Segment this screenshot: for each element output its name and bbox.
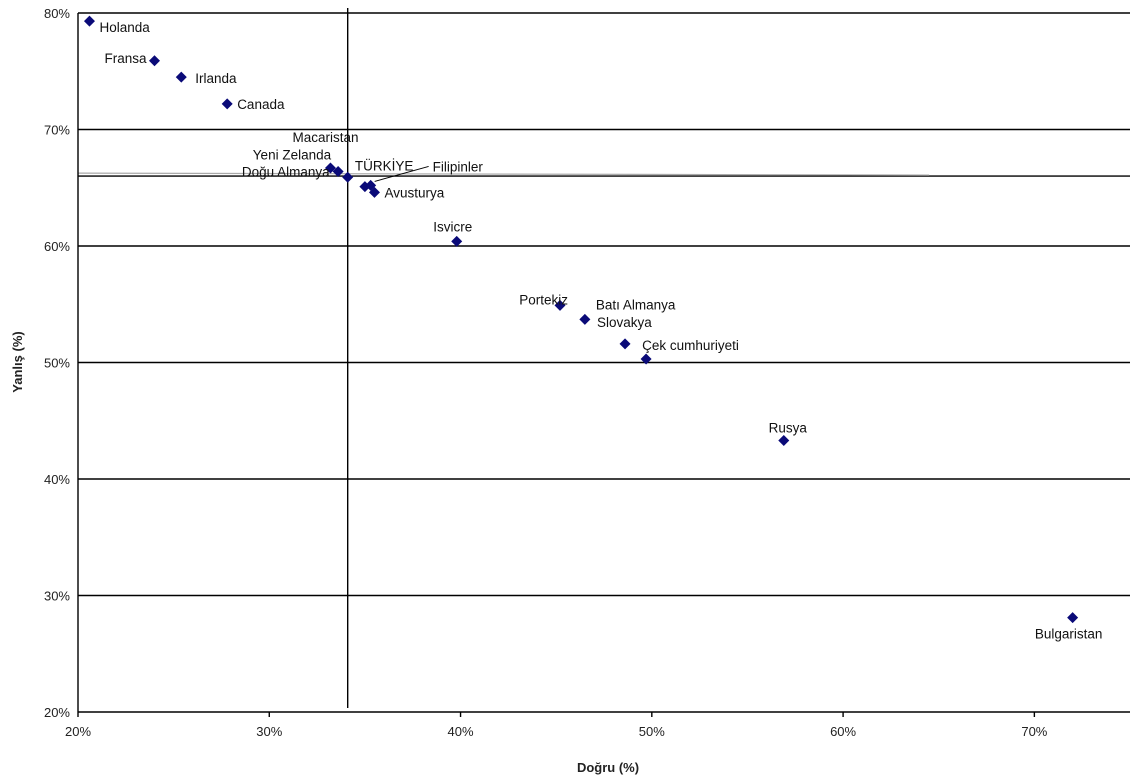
data-point <box>149 55 161 67</box>
reference-line-shadow <box>77 172 930 176</box>
data-label: Isvicre <box>433 219 472 234</box>
data-point <box>579 313 591 325</box>
data-label: Slovakya <box>597 315 652 330</box>
data-point <box>368 186 380 198</box>
y-tick-label: 20% <box>44 705 70 720</box>
data-point <box>640 353 652 365</box>
data-point <box>175 71 187 83</box>
data-point <box>451 235 463 247</box>
x-tick-label: 20% <box>65 724 91 739</box>
data-label: Çek cumhuriyeti <box>642 338 739 353</box>
data-point <box>778 435 790 447</box>
leader-line <box>374 165 429 182</box>
x-tick-label: 70% <box>1021 724 1047 739</box>
data-point <box>1067 612 1079 624</box>
data-point <box>342 171 354 183</box>
y-tick-label: 50% <box>44 356 70 371</box>
y-axis-title: Yanlış (%) <box>10 331 25 392</box>
data-point <box>324 162 336 174</box>
data-point <box>83 15 95 27</box>
data-label: Filipinler <box>433 159 484 174</box>
data-label: Yeni Zelanda <box>253 147 332 162</box>
data-label: Holanda <box>99 20 150 35</box>
x-tick-label: 60% <box>830 724 856 739</box>
points-layer <box>83 15 1079 624</box>
y-tick-label: 30% <box>44 589 70 604</box>
data-label: Fransa <box>104 51 147 66</box>
y-tick-label: 70% <box>44 123 70 138</box>
grid-layer <box>77 8 1130 708</box>
data-point <box>221 98 233 110</box>
data-label: Doğu Almanya <box>242 164 330 179</box>
data-label: Canada <box>237 97 285 112</box>
data-label: Batı Almanya <box>596 297 676 312</box>
axis-layer: 20% 30% 40% 50% 60% 70% 80% 20% 30% 40% 50% 60% 70% <box>44 6 1130 739</box>
data-label: Bulgaristan <box>1035 627 1103 642</box>
data-label: Rusya <box>769 421 808 436</box>
x-tick-label: 50% <box>639 724 665 739</box>
x-axis-title: Doğru (%) <box>577 760 639 775</box>
data-label: Irlanda <box>195 71 237 86</box>
data-label: Macaristan <box>292 130 358 145</box>
data-label: TÜRKİYE <box>355 159 414 174</box>
data-point <box>554 299 566 311</box>
x-tick-label: 30% <box>256 724 282 739</box>
data-label: Avusturya <box>384 185 444 200</box>
data-point <box>619 338 631 350</box>
y-tick-label: 80% <box>44 6 70 21</box>
data-label: Portekiz <box>519 292 568 307</box>
data-point <box>332 165 344 177</box>
y-tick-label: 40% <box>44 472 70 487</box>
x-tick-label: 40% <box>448 724 474 739</box>
y-tick-label: 60% <box>44 239 70 254</box>
